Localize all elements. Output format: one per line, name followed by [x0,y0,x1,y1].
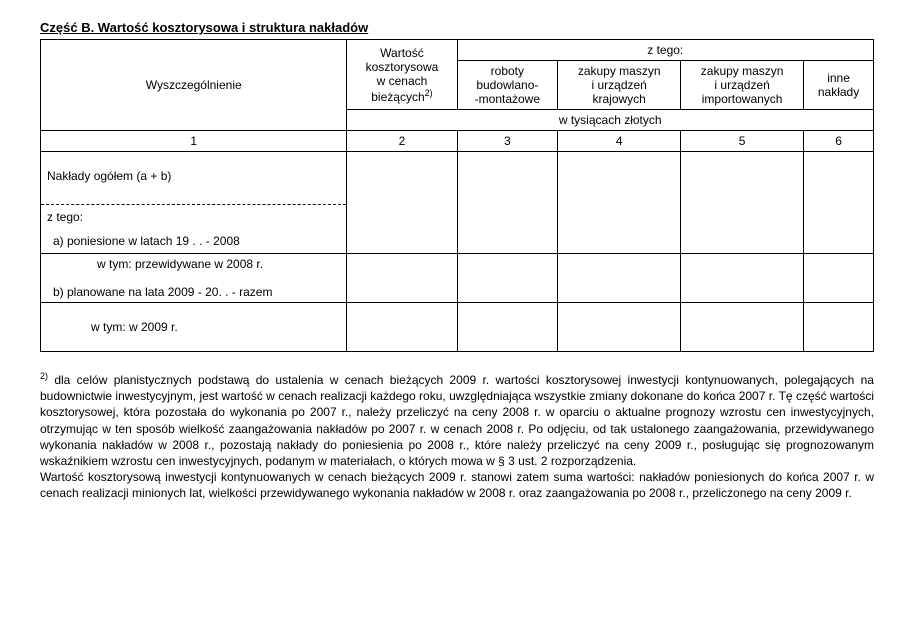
colnum-2: 2 [347,131,457,152]
cell-r6-c2 [347,303,457,352]
colnum-6: 6 [804,131,874,152]
header-roboty: roboty budowlano- -montażowe [457,61,558,110]
cell-r4-c4 [558,254,681,303]
colnum-1: 1 [41,131,347,152]
cell-r4-c6 [804,254,874,303]
cell-r1-c6 [804,152,874,254]
header-inne: inne nakłady [804,61,874,110]
footnote: 2) dla celów planistycznych podstawą do … [40,370,874,502]
header-units: w tysiącach złotych [347,110,874,131]
colnum-4: 4 [558,131,681,152]
header-zakupy-krajowe: zakupy maszyn i urządzeń krajowych [558,61,681,110]
cell-r4-c3 [457,254,558,303]
header-zakupy-import: zakupy maszyn i urządzeń importowanych [681,61,804,110]
row-ztego-label: z tego: a) poniesione w latach 19 . . - … [41,205,347,254]
row-wtym-2008: w tym: przewidywane w 2008 r. b) planowa… [41,254,347,303]
cell-r6-c4 [558,303,681,352]
colnum-3: 3 [457,131,558,152]
header-ztego: z tego: [457,40,874,61]
section-title: Część B. Wartość kosztorysowa i struktur… [40,20,874,35]
cell-r4-c2 [347,254,457,303]
colnum-5: 5 [681,131,804,152]
cell-r6-c3 [457,303,558,352]
header-wyszczegolnienie: Wyszczególnienie [41,40,347,131]
cell-r1-c4 [558,152,681,254]
cell-r1-c5 [681,152,804,254]
cell-r6-c6 [804,303,874,352]
cell-r1-c3 [457,152,558,254]
header-wartosc: Wartość kosztorysowa w cenach bieżących2… [347,40,457,110]
cell-r1-c2 [347,152,457,254]
row-wtym-2009: w tym: w 2009 r. [41,303,347,352]
cell-r6-c5 [681,303,804,352]
main-table: Wyszczególnienie Wartość kosztorysowa w … [40,39,874,352]
row-naklady-ogolem: Nakłady ogółem (a + b) [41,152,347,201]
cell-r4-c5 [681,254,804,303]
